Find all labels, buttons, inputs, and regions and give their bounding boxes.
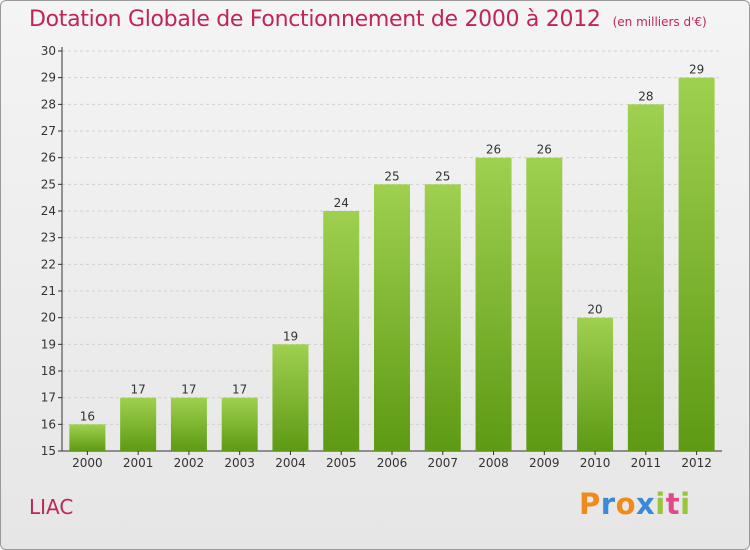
- chart-title: Dotation Globale de Fonctionnement de 20…: [29, 7, 707, 32]
- data-label-2000: 16: [80, 409, 95, 423]
- proxiti-logo: Proxiti: [579, 487, 691, 521]
- data-label-2011: 28: [638, 89, 653, 103]
- y-tick-label: 18: [41, 364, 56, 378]
- bar-2000: [69, 424, 106, 451]
- bar-2004: [272, 344, 309, 451]
- chart-title-text: Dotation Globale de Fonctionnement de 20…: [29, 7, 601, 32]
- bar-2005: [323, 211, 360, 451]
- y-tick-label: 22: [41, 257, 56, 271]
- x-tick-label-2001: 2001: [123, 456, 154, 470]
- y-tick-label: 30: [41, 44, 56, 58]
- commune-name: LIAC: [29, 495, 74, 519]
- x-tick-label-2012: 2012: [681, 456, 712, 470]
- logo-letter: r: [600, 487, 616, 521]
- bars: [69, 77, 715, 452]
- x-tick-label-2010: 2010: [580, 456, 611, 470]
- bar-2011: [627, 104, 664, 451]
- logo-letter: i: [680, 487, 691, 521]
- y-tick-label: 24: [41, 204, 56, 218]
- data-label-2012: 29: [689, 63, 704, 77]
- x-tick-label-2008: 2008: [478, 456, 509, 470]
- bar-2008: [475, 157, 512, 451]
- bar-2001: [120, 397, 157, 451]
- data-label-2010: 20: [587, 303, 602, 317]
- y-tick-label: 29: [41, 71, 56, 85]
- data-label-2003: 17: [232, 383, 247, 397]
- x-tick-label-2003: 2003: [224, 456, 255, 470]
- y-tick-label: 20: [41, 311, 56, 325]
- data-labels: 16 17 17 17 19 24 25 25 26 26 20 28 29: [80, 63, 705, 424]
- x-tick-label-2009: 2009: [529, 456, 560, 470]
- y-tick-label: 15: [41, 444, 56, 458]
- bar-2002: [170, 397, 207, 451]
- x-tick-label-2011: 2011: [631, 456, 662, 470]
- data-label-2004: 19: [283, 329, 298, 343]
- y-tick-label: 25: [41, 177, 56, 191]
- data-label-2001: 17: [131, 383, 146, 397]
- x-tick-label-2004: 2004: [275, 456, 306, 470]
- data-label-2005: 24: [334, 196, 349, 210]
- logo-letter: x: [636, 487, 656, 521]
- axes: 15 16 17 18 19 20 21 22 23 24 25 26 27 28 29 30 2000 2001…: [41, 44, 722, 470]
- unit-note: (en milliers d'€): [612, 15, 707, 29]
- y-tick-label: 21: [41, 284, 56, 298]
- y-tick-label: 17: [41, 391, 56, 405]
- data-label-2006: 25: [384, 169, 399, 183]
- x-tick-label-2005: 2005: [326, 456, 357, 470]
- data-label-2002: 17: [181, 383, 196, 397]
- logo-letter: t: [665, 487, 681, 521]
- y-tick-label: 19: [41, 337, 56, 351]
- y-tick-label: 26: [41, 151, 56, 165]
- y-tick-label: 27: [41, 124, 56, 138]
- bar-2010: [577, 317, 614, 451]
- bar-2009: [526, 157, 563, 451]
- bar-2006: [374, 184, 410, 452]
- logo-letter: o: [615, 487, 637, 521]
- y-tick-label: 23: [41, 231, 56, 245]
- x-tick-label-2006: 2006: [377, 456, 408, 470]
- data-label-2008: 26: [486, 143, 501, 157]
- bar-2007: [424, 184, 461, 452]
- data-label-2007: 25: [435, 169, 450, 183]
- logo-letter: i: [655, 487, 666, 521]
- y-tick-label: 28: [41, 97, 56, 111]
- x-tick-label-2007: 2007: [427, 456, 458, 470]
- x-tick-label-2000: 2000: [72, 456, 103, 470]
- y-tick-label: 16: [41, 417, 56, 431]
- data-label-2009: 26: [537, 143, 552, 157]
- logo-letter: P: [579, 487, 601, 521]
- bar-2003: [221, 397, 258, 451]
- bar-2012: [678, 77, 715, 452]
- x-tick-label-2002: 2002: [174, 456, 205, 470]
